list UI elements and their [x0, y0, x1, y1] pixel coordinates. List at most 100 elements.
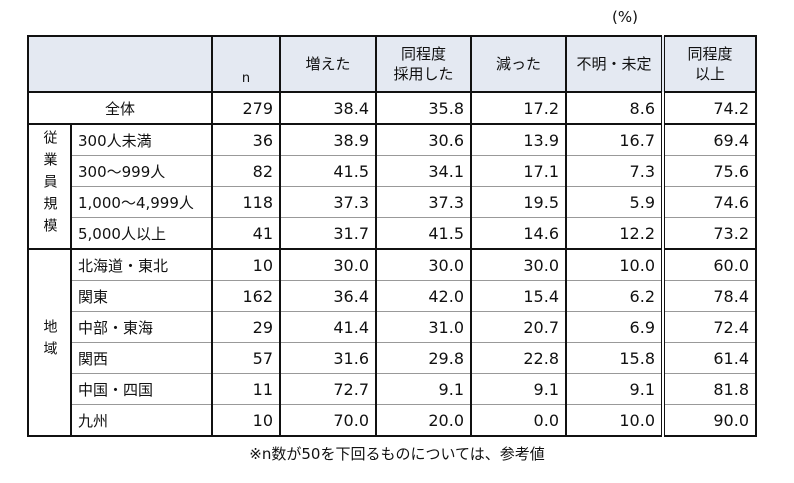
cell-value: 31.6 — [279, 342, 377, 374]
cell-value: 17.2 — [470, 91, 567, 125]
cell-value: 36 — [211, 123, 281, 156]
cell-value: 75.6 — [662, 155, 757, 187]
cell-value: 7.3 — [565, 155, 665, 187]
cell-value: 41.5 — [375, 217, 472, 250]
header-same-or-more: 同程度 以上 — [662, 35, 757, 93]
cell-value: 74.2 — [662, 91, 757, 125]
footnote: ※n数が50を下回るものについては、参考値 — [249, 445, 545, 463]
cell-value: 37.3 — [375, 186, 472, 218]
cell-value: 15.8 — [565, 342, 665, 374]
cell-value: 69.4 — [662, 123, 757, 156]
header-unknown: 不明・未定 — [565, 35, 665, 93]
cell-value: 0.0 — [470, 404, 567, 437]
cell-value: 38.4 — [279, 91, 377, 125]
table-row: 中部・東海 29 41.4 31.0 20.7 6.9 72.4 — [28, 311, 757, 343]
cell-value: 11 — [211, 373, 281, 405]
row-label: 5,000人以上 — [70, 217, 213, 250]
table-row: 300〜999人 82 41.5 34.1 17.1 7.3 75.6 — [28, 155, 757, 187]
header-same-or-more-label: 同程度 以上 — [687, 45, 733, 83]
row-label: 300〜999人 — [70, 155, 213, 187]
survey-table: n 増えた 同程度 採用した 減った 不明・未定 同程度 以上 全体 279 38.… — [27, 35, 757, 437]
cell-value: 12.2 — [565, 217, 665, 250]
cell-value: 73.2 — [662, 217, 757, 250]
cell-value: 42.0 — [375, 280, 472, 312]
cell-value: 72.7 — [279, 373, 377, 405]
cell-value: 72.4 — [662, 311, 757, 343]
group-label: 従業員規模 — [41, 129, 58, 240]
row-label: 1,000〜4,999人 — [70, 186, 213, 218]
group-cell: 従業員規模 — [27, 123, 72, 250]
cell-value: 20.7 — [470, 311, 567, 343]
cell-value: 90.0 — [662, 404, 757, 437]
table-row: 中国・四国 11 72.7 9.1 9.1 9.1 81.8 — [28, 373, 757, 405]
cell-value: 10 — [211, 248, 281, 281]
table-row: 関東 162 36.4 42.0 15.4 6.2 78.4 — [28, 280, 757, 312]
cell-value: 81.8 — [662, 373, 757, 405]
cell-value: 82 — [211, 155, 281, 187]
header-increased: 増えた — [279, 35, 377, 93]
row-label: 関西 — [70, 342, 213, 374]
group-cell: 地域 — [27, 248, 72, 437]
cell-value: 13.9 — [470, 123, 567, 156]
row-label: 中部・東海 — [70, 311, 213, 343]
cell-value: 61.4 — [662, 342, 757, 374]
row-label: 北海道・東北 — [70, 248, 213, 281]
cell-value: 38.9 — [279, 123, 377, 156]
cell-value: 8.6 — [565, 91, 665, 125]
cell-value: 29 — [211, 311, 281, 343]
cell-value: 15.4 — [470, 280, 567, 312]
cell-value: 30.0 — [470, 248, 567, 281]
cell-value: 19.5 — [470, 186, 567, 218]
cell-value: 9.1 — [565, 373, 665, 405]
cell-value: 16.7 — [565, 123, 665, 156]
row-label: 全体 — [27, 91, 213, 125]
table-row-total: 全体 279 38.4 35.8 17.2 8.6 74.2 — [27, 91, 757, 125]
row-label: 関東 — [70, 280, 213, 312]
cell-value: 41 — [211, 217, 281, 250]
table-row: 地域 北海道・東北 10 30.0 30.0 30.0 10.0 60.0 — [27, 248, 757, 437]
table-row: 1,000〜4,999人 118 37.3 37.3 19.5 5.9 74.6 — [28, 186, 757, 218]
cell-value: 279 — [211, 91, 281, 125]
cell-value: 30.0 — [375, 248, 472, 281]
row-label: 中国・四国 — [70, 373, 213, 405]
cell-value: 31.0 — [375, 311, 472, 343]
header-row: n 増えた 同程度 採用した 減った 不明・未定 同程度 以上 — [27, 35, 757, 93]
table-row: 関西 57 31.6 29.8 22.8 15.8 61.4 — [28, 342, 757, 374]
header-blank — [27, 35, 213, 93]
cell-value: 34.1 — [375, 155, 472, 187]
cell-value: 10.0 — [565, 248, 665, 281]
table-row: 九州 10 70.0 20.0 0.0 10.0 90.0 — [28, 404, 757, 437]
cell-value: 5.9 — [565, 186, 665, 218]
unit-label: (%) — [612, 8, 638, 26]
header-same: 同程度 採用した — [375, 35, 472, 93]
cell-value: 9.1 — [375, 373, 472, 405]
cell-value: 17.1 — [470, 155, 567, 187]
header-decreased: 減った — [470, 35, 567, 93]
row-label: 300人未満 — [70, 123, 213, 156]
cell-value: 60.0 — [662, 248, 757, 281]
cell-value: 14.6 — [470, 217, 567, 250]
cell-value: 30.0 — [279, 248, 377, 281]
cell-value: 30.6 — [375, 123, 472, 156]
cell-value: 9.1 — [470, 373, 567, 405]
cell-value: 6.9 — [565, 311, 665, 343]
cell-value: 74.6 — [662, 186, 757, 218]
cell-value: 22.8 — [470, 342, 567, 374]
cell-value: 78.4 — [662, 280, 757, 312]
cell-value: 35.8 — [375, 91, 472, 125]
header-n: n — [211, 35, 281, 93]
cell-value: 29.8 — [375, 342, 472, 374]
cell-value: 6.2 — [565, 280, 665, 312]
cell-value: 41.5 — [279, 155, 377, 187]
cell-value: 162 — [211, 280, 281, 312]
group-label: 地域 — [41, 318, 58, 363]
cell-value: 10 — [211, 404, 281, 437]
cell-value: 10.0 — [565, 404, 665, 437]
table-row: 5,000人以上 41 31.7 41.5 14.6 12.2 73.2 — [28, 217, 757, 250]
cell-value: 70.0 — [279, 404, 377, 437]
row-label: 九州 — [70, 404, 213, 437]
cell-value: 41.4 — [279, 311, 377, 343]
cell-value: 31.7 — [279, 217, 377, 250]
cell-value: 20.0 — [375, 404, 472, 437]
cell-value: 37.3 — [279, 186, 377, 218]
